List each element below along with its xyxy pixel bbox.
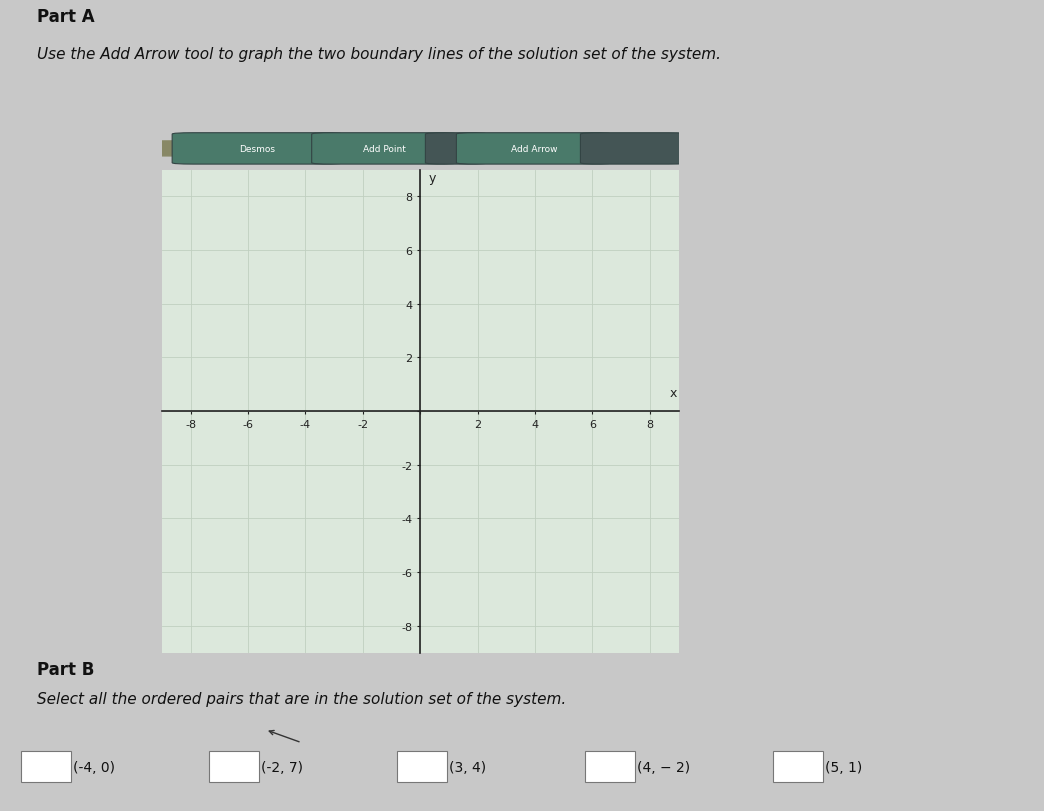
FancyBboxPatch shape [585,751,635,782]
Text: Part A: Part A [37,8,94,26]
Text: Add Arrow: Add Arrow [511,144,557,154]
FancyBboxPatch shape [456,134,612,165]
Text: (3, 4): (3, 4) [449,760,487,774]
FancyBboxPatch shape [773,751,823,782]
Text: (-4, 0): (-4, 0) [73,760,115,774]
Text: Add Point: Add Point [362,144,405,154]
Text: x: x [669,387,677,400]
FancyBboxPatch shape [425,134,488,165]
Text: Part B: Part B [37,660,94,678]
Text: Select all the ordered pairs that are in the solution set of the system.: Select all the ordered pairs that are in… [37,691,566,706]
Text: (5, 1): (5, 1) [825,760,862,774]
Text: (-2, 7): (-2, 7) [261,760,303,774]
FancyBboxPatch shape [21,751,71,782]
FancyBboxPatch shape [209,751,259,782]
Text: Desmos: Desmos [239,144,276,154]
FancyBboxPatch shape [397,751,447,782]
Text: y: y [429,172,436,185]
FancyBboxPatch shape [312,134,456,165]
FancyBboxPatch shape [580,134,689,165]
FancyBboxPatch shape [172,134,342,165]
Text: (4, − 2): (4, − 2) [637,760,690,774]
Circle shape [61,142,288,157]
Text: Use the Add Arrow tool to graph the two boundary lines of the solution set of th: Use the Add Arrow tool to graph the two … [37,47,720,62]
